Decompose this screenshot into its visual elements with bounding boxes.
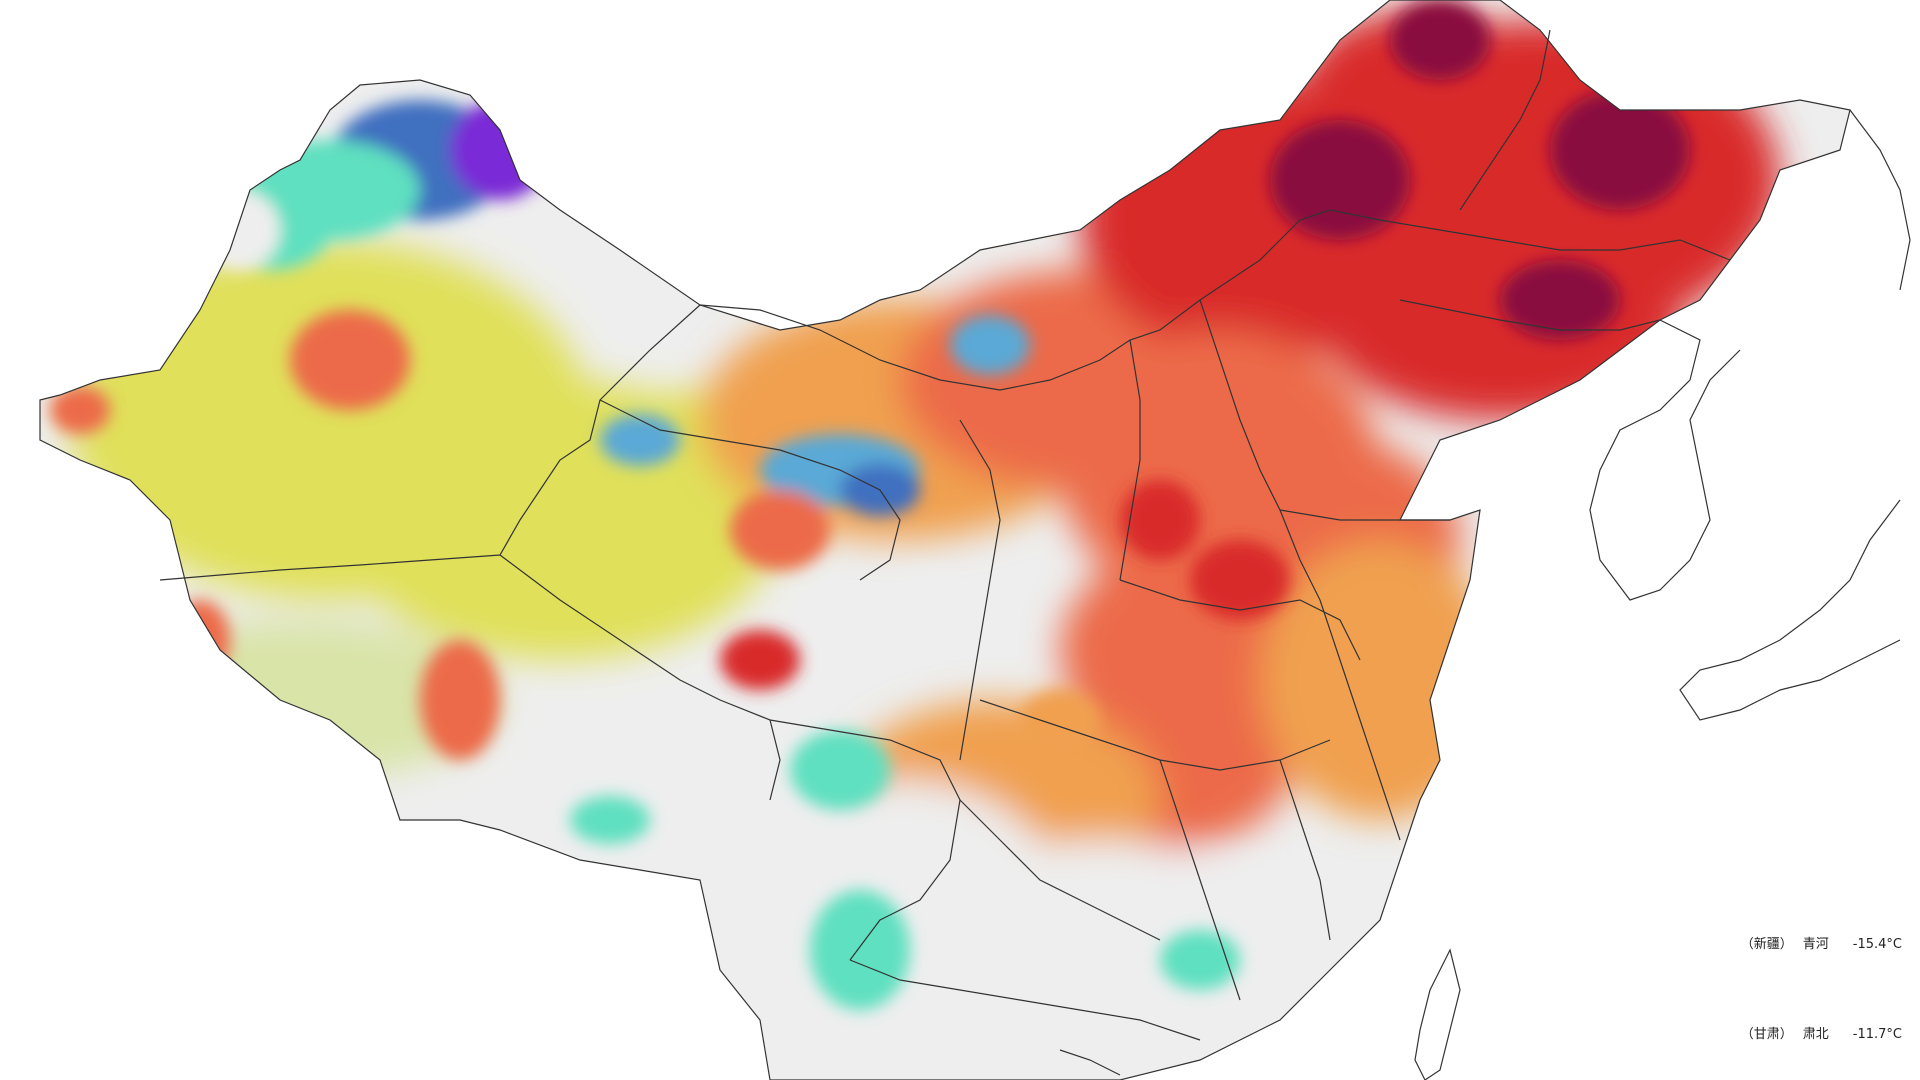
- temperature-blob: [1120, 480, 1200, 560]
- tibet-qinghai-boundary: [499, 554, 781, 801]
- xinjiang-boundary: [159, 304, 701, 581]
- hebei-boundary: [1199, 299, 1321, 601]
- temperature-blob: [810, 890, 910, 1010]
- shaanxi-boundary: [959, 419, 1001, 761]
- legend-province: （甘肃）: [1740, 1027, 1793, 1042]
- inner-mongolia-boundary: [699, 209, 1331, 391]
- temperature-blob: [1190, 540, 1290, 620]
- legend-station: 青河: [1802, 937, 1829, 952]
- temperature-blob: [570, 796, 650, 844]
- shandong-boundary: [1279, 509, 1450, 521]
- yunnan-guangxi-boundary: [849, 959, 1201, 1041]
- temperature-blob: [720, 630, 800, 690]
- jiangxi-fujian-boundary: [1279, 759, 1331, 941]
- legend-province: （新疆）: [1740, 937, 1793, 952]
- temperature-blob: [290, 310, 410, 410]
- heilongjiang-inner-boundary: [1459, 29, 1551, 211]
- legend-value: -11.7°C: [1852, 1027, 1902, 1042]
- heilongjiang-jilin-boundary: [1329, 209, 1731, 261]
- temperature-blob: [1160, 930, 1240, 990]
- hainan-hint: [1059, 1049, 1121, 1076]
- temperature-blob: [730, 490, 830, 570]
- japan-outline: [1679, 499, 1901, 721]
- temperature-blob: [50, 386, 110, 434]
- temperature-blob: [420, 640, 500, 760]
- subei-cold: [600, 414, 680, 466]
- extreme-stations-legend: （新疆） 青河 -15.4°C （甘肃） 肃北 -11.7°C: [1724, 882, 1902, 1080]
- shanxi-boundary: [1119, 339, 1141, 581]
- korea-outline: [1589, 319, 1741, 601]
- deep-red-core: [1550, 90, 1690, 210]
- temperature-blob: [950, 315, 1030, 375]
- temperature-blob: [1390, 0, 1490, 80]
- jilin-liaoning-boundary: [1399, 299, 1661, 331]
- temperature-blob: [1270, 120, 1410, 240]
- henan-boundary: [1119, 579, 1361, 661]
- russia-far-east-outline: [1849, 109, 1911, 291]
- legend-station: 肃北: [1802, 1027, 1829, 1042]
- legend-row-2: （甘肃） 肃北 -11.7°C: [1724, 1008, 1902, 1062]
- legend-row-1: （新疆） 青河 -15.4°C: [1724, 918, 1902, 972]
- temperature-blob: [920, 840, 1280, 1040]
- chongqing-guizhou-boundary: [959, 799, 1161, 941]
- temperature-blob: [1500, 260, 1620, 340]
- legend-value: -15.4°C: [1852, 937, 1902, 952]
- qinghai-gansu-boundary: [599, 399, 901, 581]
- province-boundaries: [39, 0, 1911, 1080]
- temperature-blob: [790, 730, 890, 810]
- hunan-jiangxi-boundary: [1159, 759, 1241, 1001]
- anhui-jiangsu-boundary: [1319, 599, 1401, 841]
- temperature-blob: [890, 570, 970, 630]
- temperature-blob: [1020, 690, 1100, 750]
- taiwan-outline: [1414, 948, 1461, 1080]
